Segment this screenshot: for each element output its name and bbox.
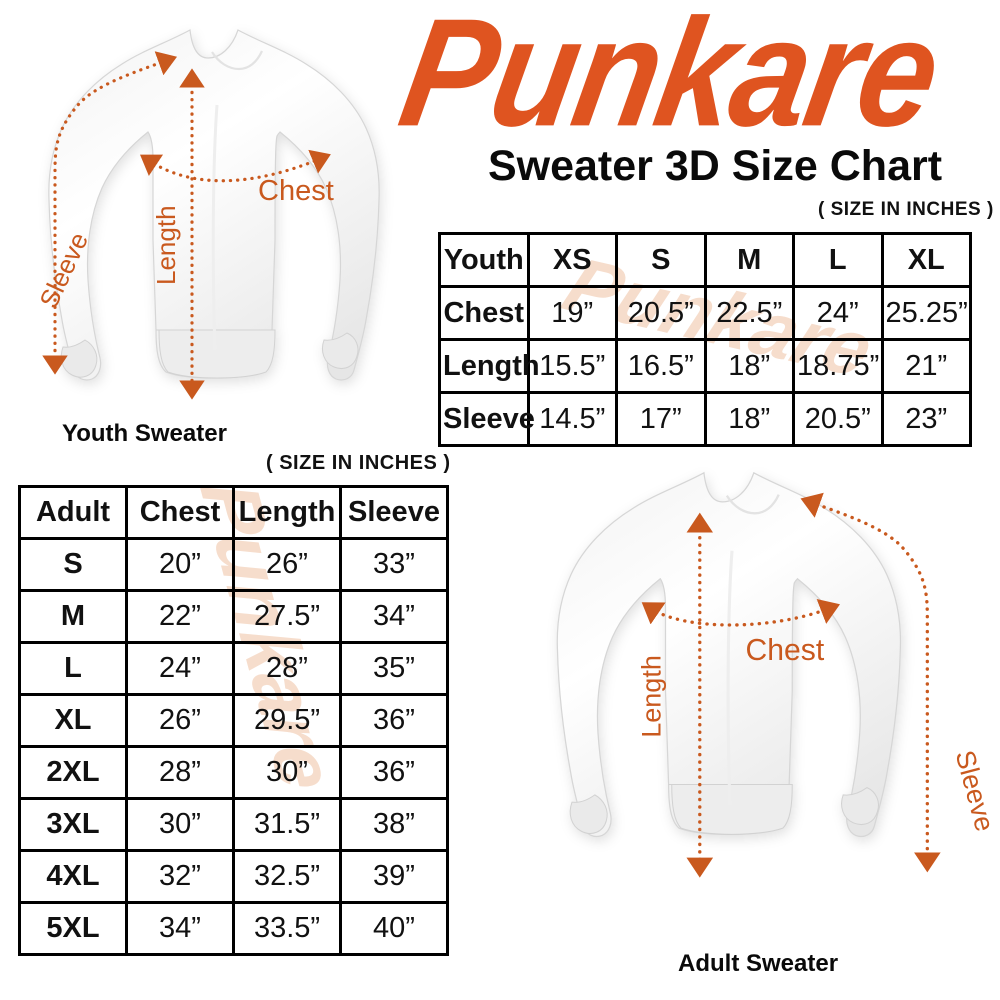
svg-text:Sleeve: Sleeve — [33, 228, 94, 313]
svg-text:Chest: Chest — [746, 634, 825, 667]
svg-text:Length: Length — [151, 205, 181, 285]
svg-text:Length: Length — [636, 655, 666, 738]
svg-text:Chest: Chest — [258, 175, 334, 207]
svg-text:Sleeve: Sleeve — [950, 747, 1000, 835]
